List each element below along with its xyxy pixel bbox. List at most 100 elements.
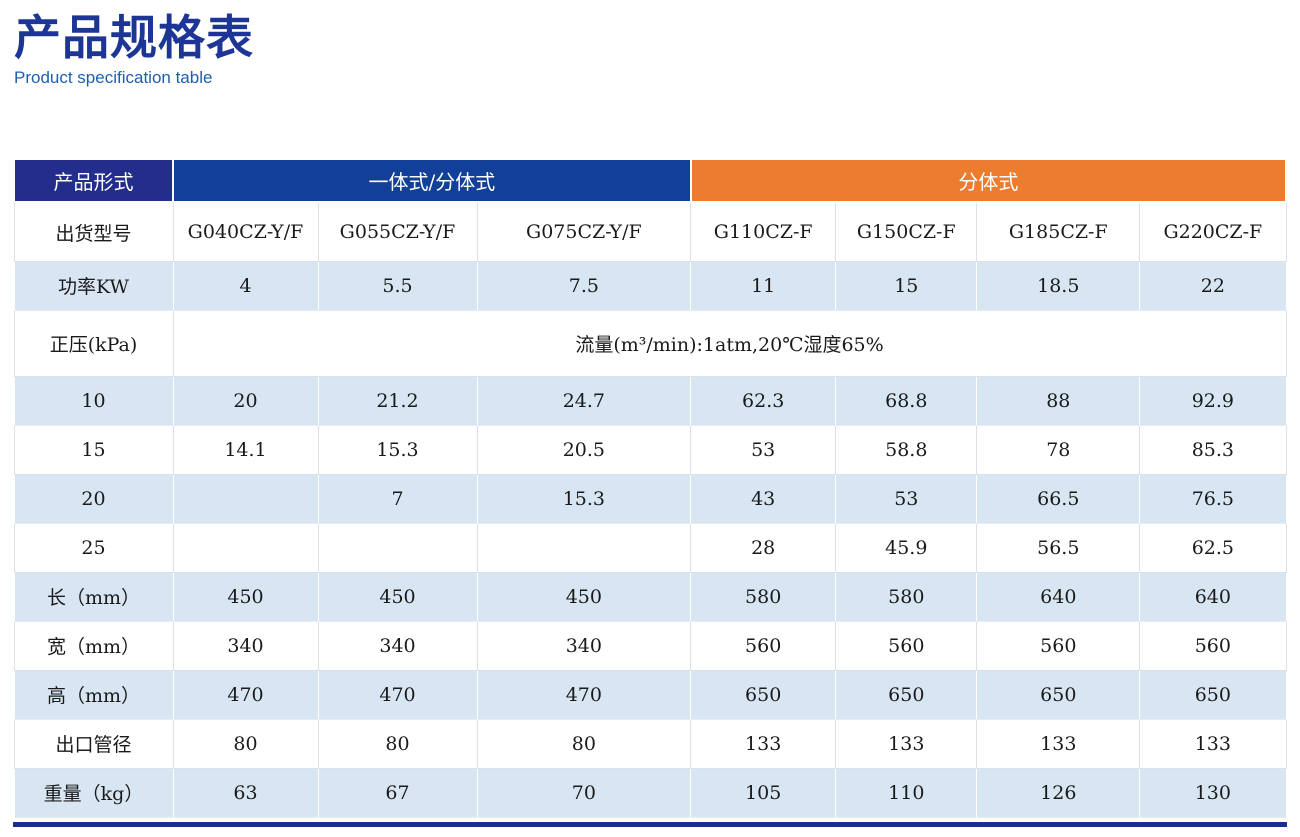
header-group-split: 分体式 (689, 160, 1288, 204)
row-label: 出货型号 (13, 201, 174, 262)
table-cell: 70 (476, 767, 692, 818)
table-row: 宽（mm） 340 340 340 560 560 560 560 (13, 620, 1287, 671)
table-row: 重量（kg） 63 67 70 105 110 126 130 (13, 767, 1287, 818)
table-cell: G055CZ-Y/F (317, 201, 478, 262)
table-cell: 470 (172, 669, 319, 720)
table-cell: 85.3 (1139, 424, 1287, 475)
table-cell: 62.5 (1139, 522, 1287, 573)
table-cell: 78 (976, 424, 1141, 475)
table-cell: 640 (1139, 571, 1287, 622)
table-cell: G110CZ-F (690, 201, 837, 262)
table-cell: 11 (690, 260, 837, 311)
row-label: 重量（kg） (13, 767, 174, 818)
header-product-form: 产品形式 (13, 160, 174, 204)
table-cell: 110 (835, 767, 978, 818)
table-cell: G075CZ-Y/F (476, 201, 692, 262)
row-label: 15 (13, 424, 174, 475)
table-cell: 5.5 (317, 260, 478, 311)
table-cell: 20.5 (476, 424, 692, 475)
row-label: 25 (13, 522, 174, 573)
table-cell: 14.1 (172, 424, 319, 475)
table-row: 出口管径 80 80 80 133 133 133 133 (13, 718, 1287, 769)
table-cell: 7.5 (476, 260, 692, 311)
table-cell: 580 (835, 571, 978, 622)
table-cell: 22 (1139, 260, 1287, 311)
table-cell: 450 (476, 571, 692, 622)
table-cell: 15.3 (317, 424, 478, 475)
table-cell: 133 (690, 718, 837, 769)
table-cell: G185CZ-F (976, 201, 1141, 262)
table-cell: 28 (690, 522, 837, 573)
table-cell: 126 (976, 767, 1141, 818)
table-cell: 80 (172, 718, 319, 769)
table-cell: 650 (835, 669, 978, 720)
table-cell: 43 (690, 473, 837, 524)
table-cell: 650 (976, 669, 1141, 720)
bottom-accent-bar (13, 821, 1287, 827)
row-label: 高（mm） (13, 669, 174, 720)
table-row: 高（mm） 470 470 470 650 650 650 650 (13, 669, 1287, 720)
table-cell: 340 (476, 620, 692, 671)
table-cell: 88 (976, 375, 1141, 426)
table-cell (172, 522, 319, 573)
table-cell: 63 (172, 767, 319, 818)
table-row: 15 14.1 15.3 20.5 53 58.8 78 85.3 (13, 424, 1287, 475)
table-cell: 470 (317, 669, 478, 720)
row-label: 10 (13, 375, 174, 426)
row-label: 功率KW (13, 260, 174, 311)
row-label: 出口管径 (13, 718, 174, 769)
table-cell: 340 (317, 620, 478, 671)
row-label: 长（mm） (13, 571, 174, 622)
table-cell: 67 (317, 767, 478, 818)
row-label: 正压(kPa) (13, 309, 174, 377)
table-cell: 340 (172, 620, 319, 671)
table-cell: 76.5 (1139, 473, 1287, 524)
table-cell: 105 (690, 767, 837, 818)
table-cell: 18.5 (976, 260, 1141, 311)
table-cell: 640 (976, 571, 1141, 622)
table-row: 20 7 15.3 43 53 66.5 76.5 (13, 473, 1287, 524)
table-header-row: 产品形式 一体式/分体式 分体式 (13, 160, 1288, 204)
header-group-integrated-split: 一体式/分体式 (172, 160, 692, 204)
table-cell: 133 (1139, 718, 1287, 769)
table-cell: 650 (1139, 669, 1287, 720)
table-cell: 4 (172, 260, 319, 311)
row-label: 宽（mm） (13, 620, 174, 671)
table-cell: 68.8 (835, 375, 978, 426)
table-cell: 80 (317, 718, 478, 769)
table-cell: 53 (690, 424, 837, 475)
table-cell: 80 (476, 718, 692, 769)
table-cell: 45.9 (835, 522, 978, 573)
spec-table-wrap: 产品形式 一体式/分体式 分体式 出货型号 G040CZ-Y/F G055CZ-Y/… (13, 160, 1288, 827)
table-row: 25 28 45.9 56.5 62.5 (13, 522, 1287, 573)
table-cell: G150CZ-F (835, 201, 978, 262)
table-cell: 650 (690, 669, 837, 720)
table-row: 出货型号 G040CZ-Y/F G055CZ-Y/F G075CZ-Y/F G110CZ… (13, 201, 1287, 262)
table-row: 10 20 21.2 24.7 62.3 68.8 88 92.9 (13, 375, 1287, 426)
table-cell: 133 (835, 718, 978, 769)
title-block: 产品规格表 Product specification table (13, 10, 1287, 88)
table-row: 功率KW 4 5.5 7.5 11 15 18.5 22 (13, 260, 1287, 311)
table-cell: 560 (976, 620, 1141, 671)
table-cell: 560 (690, 620, 837, 671)
table-cell: 66.5 (976, 473, 1141, 524)
table-cell: 62.3 (690, 375, 837, 426)
table-cell: 450 (317, 571, 478, 622)
table-cell: G040CZ-Y/F (172, 201, 319, 262)
table-cell: 92.9 (1139, 375, 1287, 426)
spec-table: 产品形式 一体式/分体式 分体式 出货型号 G040CZ-Y/F G055CZ-Y/… (13, 160, 1288, 818)
table-cell: 20 (172, 375, 319, 426)
table-cell: 24.7 (476, 375, 692, 426)
row-span-cell: 流量(m³/min):1atm,20℃湿度65% (172, 309, 1287, 377)
table-cell: 56.5 (976, 522, 1141, 573)
table-cell (172, 473, 319, 524)
table-cell: 15.3 (476, 473, 692, 524)
table-cell: 450 (172, 571, 319, 622)
row-label: 20 (13, 473, 174, 524)
table-cell: 58.8 (835, 424, 978, 475)
table-row: 长（mm） 450 450 450 580 580 640 640 (13, 571, 1287, 622)
table-cell: 7 (317, 473, 478, 524)
table-cell: 560 (835, 620, 978, 671)
table-cell: 580 (690, 571, 837, 622)
